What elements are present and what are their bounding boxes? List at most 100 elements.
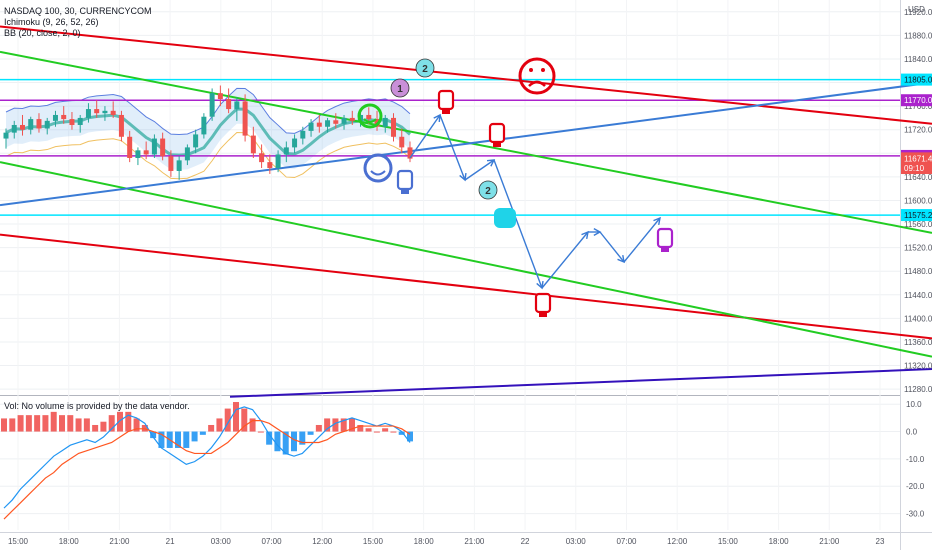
candle-body bbox=[349, 117, 355, 121]
price-tick-label: 11560.0 bbox=[904, 220, 932, 229]
time-tick-label: 12:00 bbox=[312, 537, 333, 546]
macd-tick-label: 0.0 bbox=[906, 428, 918, 437]
macd-line bbox=[3, 406, 411, 509]
candle-body bbox=[184, 147, 190, 161]
candle-body bbox=[217, 93, 223, 100]
price-tick-label: 11640.0 bbox=[904, 173, 932, 182]
candle-body bbox=[366, 114, 372, 120]
macd-tick-label: -20.0 bbox=[906, 482, 925, 491]
macd-histogram-bar bbox=[42, 415, 49, 432]
time-tick-label: 07:00 bbox=[262, 537, 283, 546]
blue-smile-mouth-icon bbox=[370, 170, 386, 176]
time-tick-label: 07:00 bbox=[616, 537, 637, 546]
candle-body bbox=[267, 162, 273, 169]
projection-arrowhead bbox=[653, 216, 661, 226]
candle-body bbox=[407, 147, 413, 159]
price-tick-label: 11480.0 bbox=[904, 267, 932, 276]
candle-body bbox=[226, 99, 232, 110]
hand-pointer-cuff-icon bbox=[442, 109, 450, 114]
stickers[interactable]: 1 2 2 bbox=[357, 57, 674, 317]
macd-histogram-bar bbox=[208, 424, 215, 432]
macd-histogram-bar bbox=[83, 418, 90, 432]
macd-histogram-bar bbox=[249, 418, 256, 432]
bollinger-band-fill bbox=[6, 88, 410, 170]
macd-histogram-bar bbox=[67, 415, 74, 432]
price-badge bbox=[901, 94, 932, 107]
candle-body bbox=[168, 156, 174, 171]
candle-body bbox=[143, 150, 149, 155]
trend-line[interactable] bbox=[0, 25, 932, 125]
candle-body bbox=[201, 116, 207, 135]
hand-pointer-icon bbox=[437, 89, 455, 111]
ichimoku-lagging-line bbox=[5, 132, 411, 180]
macd-histogram-bar bbox=[299, 431, 306, 445]
macd-histogram-bar bbox=[50, 411, 57, 432]
trend-line[interactable] bbox=[0, 233, 932, 340]
hand-pointer-icon bbox=[488, 122, 506, 144]
bollinger-legend[interactable]: BB (20, close, 2, 0) bbox=[4, 28, 81, 38]
price-tick-label: 11720.0 bbox=[904, 126, 932, 135]
time-tick-label: 21 bbox=[166, 537, 175, 546]
macd-histogram-bar bbox=[340, 418, 347, 432]
candle-body bbox=[3, 132, 9, 139]
macd-histogram-bar bbox=[398, 431, 405, 435]
price-tick-label: 11520.0 bbox=[904, 244, 932, 253]
candle-body bbox=[176, 160, 182, 171]
trend-line[interactable] bbox=[0, 50, 932, 234]
macd-histogram-bar bbox=[349, 418, 355, 432]
projection-segment bbox=[493, 159, 543, 289]
price-badge-label: 11671.4 bbox=[904, 154, 932, 163]
candle-body bbox=[77, 117, 83, 125]
time-tick-label: 15:00 bbox=[363, 537, 384, 546]
candle-body bbox=[52, 114, 58, 121]
trend-lines[interactable] bbox=[0, 25, 932, 398]
candle-body bbox=[102, 110, 108, 114]
macd-histogram-bar bbox=[390, 431, 397, 433]
projection-path[interactable] bbox=[409, 113, 661, 290]
candle-body bbox=[151, 138, 157, 155]
macd-histogram-bar bbox=[25, 415, 32, 432]
candle-body bbox=[69, 119, 75, 125]
time-axis[interactable]: 15:00 18:00 21:00 21 03:00 07:00 12:00 15:00 18:… bbox=[8, 537, 885, 546]
price-tick-label: 11760.0 bbox=[904, 102, 932, 111]
price-tick-label: 11840.0 bbox=[904, 55, 932, 64]
candle-body bbox=[44, 120, 50, 129]
macd-histogram-bar bbox=[34, 415, 41, 432]
hand-pointer-cuff-icon bbox=[493, 142, 501, 147]
macd-histogram-bar bbox=[183, 431, 190, 448]
trend-line[interactable] bbox=[0, 161, 932, 358]
price-tick-label: 11440.0 bbox=[904, 291, 932, 300]
price-badge-label: 11770.0 bbox=[904, 96, 932, 105]
projection-segment bbox=[541, 231, 589, 289]
speech-bubble-icon bbox=[390, 78, 410, 98]
candle-body bbox=[300, 130, 306, 139]
cat-sticker-icon bbox=[494, 208, 516, 228]
macd-histogram-bar bbox=[224, 408, 231, 432]
candle-body bbox=[234, 101, 240, 110]
macd-histogram-bar bbox=[324, 418, 331, 432]
price-tick-label: 11920.0 bbox=[904, 8, 932, 17]
candle-body bbox=[127, 136, 133, 158]
candle-body bbox=[308, 122, 314, 131]
candle-body bbox=[259, 153, 265, 163]
candle-body bbox=[275, 154, 281, 169]
trend-line[interactable] bbox=[229, 368, 932, 398]
hand-pointer-icon bbox=[656, 227, 674, 249]
price-axis[interactable]: 11920.011880.011840.011800.011760.011720… bbox=[901, 5, 932, 519]
macd-histogram-bar bbox=[191, 431, 198, 442]
ichimoku-legend[interactable]: Ichimoku (9, 26, 52, 26) bbox=[4, 17, 99, 27]
macd-histogram-bar bbox=[266, 431, 273, 445]
time-tick-label: 03:00 bbox=[211, 537, 232, 546]
macd-histogram-bar bbox=[274, 431, 281, 452]
time-tick-label: 12:00 bbox=[667, 537, 688, 546]
macd-histogram-bar bbox=[158, 431, 165, 448]
macd-histogram-bar bbox=[125, 411, 132, 432]
hand-pointer-icon bbox=[396, 169, 414, 191]
macd-histogram-bar bbox=[241, 408, 248, 432]
speech-bubble-number: 2 bbox=[485, 186, 491, 197]
candle-body bbox=[242, 101, 248, 136]
candle-body bbox=[250, 135, 256, 154]
trend-line[interactable] bbox=[0, 81, 932, 207]
